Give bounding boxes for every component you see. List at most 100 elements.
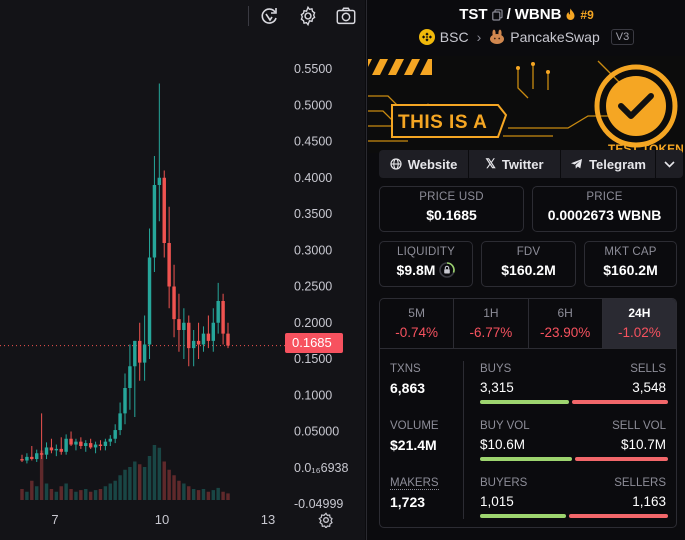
- volume-bar: [74, 491, 78, 500]
- sell-vol-ratio-bar: [575, 457, 668, 461]
- price-native-box: PRICE 0.0002673 WBNB: [532, 186, 677, 232]
- fdv-label: FDV: [516, 246, 541, 258]
- replay-icon[interactable]: [256, 4, 282, 28]
- price-chart-panel[interactable]: 0.5500 0.5000 0.4500 0.4000 0.3500 0.3000 0.25…: [0, 0, 365, 540]
- candle-body: [128, 366, 132, 388]
- volume-bar: [206, 491, 211, 500]
- candle-body: [93, 444, 98, 448]
- transactions-stats: TXNS 6,863 BUYS 3,315 SELLS 3,548 VOLUME…: [379, 348, 677, 528]
- y-axis-tick-label: 0.4000: [294, 171, 332, 185]
- price-native-value: 0.0002673 WBNB: [547, 207, 662, 223]
- copy-icon[interactable]: [491, 8, 503, 21]
- volume-bar: [191, 489, 196, 500]
- website-button[interactable]: Website: [379, 150, 469, 178]
- camera-icon[interactable]: [333, 4, 359, 28]
- buy-vol-ratio-bar: [480, 457, 572, 461]
- tab-24h[interactable]: 24H -1.02%: [602, 299, 676, 348]
- makers-value: 1,723: [390, 494, 426, 510]
- tab-change: -1.02%: [617, 325, 661, 340]
- buyers-ratio-bar: [480, 514, 566, 518]
- token-banner-image: THIS IS A TEST TOKEN: [368, 56, 685, 153]
- volume-bar: [93, 490, 98, 500]
- telegram-button[interactable]: Telegram: [561, 150, 656, 178]
- volume-bar: [152, 445, 157, 500]
- candle-body: [152, 185, 157, 258]
- candle-body: [74, 441, 78, 445]
- buyers-label: BUYERS: [480, 477, 528, 489]
- banner-subtext: TEST TOKEN: [608, 142, 684, 153]
- y-axis-tick-label: -0.04999: [294, 497, 343, 511]
- volume-bar: [187, 486, 191, 500]
- sells-ratio-bar: [572, 400, 668, 404]
- dex-name[interactable]: PancakeSwap: [510, 29, 600, 45]
- candle-body: [201, 333, 206, 345]
- txns-label: TXNS: [390, 363, 421, 375]
- pair-separator: /: [506, 6, 511, 23]
- candle-body: [196, 340, 201, 345]
- candle-body: [133, 340, 137, 367]
- sellers-label: SELLERS: [614, 477, 666, 489]
- txns-value: 6,863: [390, 380, 426, 396]
- liquidity-value-row: $9.8M: [380, 262, 472, 278]
- volume-bar: [113, 480, 117, 500]
- globe-icon: [390, 158, 402, 170]
- tab-6h[interactable]: 6H -23.90%: [529, 299, 603, 348]
- sell-vol-label: SELL VOL: [612, 420, 666, 432]
- price-usd-value: $0.1685: [426, 207, 477, 223]
- bsc-chain-icon: [418, 29, 435, 45]
- tab-1h[interactable]: 1H -6.77%: [454, 299, 529, 348]
- volume-bar: [39, 450, 44, 500]
- volume-bar: [54, 491, 59, 500]
- candle-body: [206, 333, 211, 341]
- twitter-button[interactable]: 𝕏 Twitter: [469, 150, 561, 178]
- tab-5m[interactable]: 5M -0.74%: [380, 299, 455, 348]
- current-price-tag: 0.1685: [285, 333, 343, 353]
- sellers-value: 1,163: [632, 494, 666, 509]
- chevron-right-icon: ›: [476, 29, 482, 45]
- volume-bar: [49, 489, 54, 500]
- x-axis-tick-label: 13: [261, 512, 275, 527]
- volume-bar: [226, 493, 230, 500]
- chart-toolbar: [0, 0, 365, 32]
- candle-body: [172, 286, 176, 320]
- x-axis-tick-label: 10: [155, 512, 169, 527]
- more-links-button[interactable]: [656, 150, 683, 178]
- candle-body: [177, 319, 181, 330]
- chain-name[interactable]: BSC: [439, 29, 469, 45]
- candle-body: [44, 447, 49, 455]
- gear-icon[interactable]: [295, 4, 321, 28]
- buys-ratio-bar: [480, 400, 569, 404]
- candle-body: [88, 443, 93, 448]
- candlestick-chart[interactable]: 0.5500 0.5000 0.4500 0.4000 0.3500 0.3000 0.25…: [0, 0, 365, 540]
- x-axis-tick-label: 7: [51, 512, 58, 527]
- volume-bar: [25, 491, 29, 500]
- tab-label: 6H: [557, 306, 573, 320]
- makers-label[interactable]: MAKERS: [390, 477, 439, 490]
- volume-bar: [88, 491, 93, 500]
- candle-body: [142, 344, 147, 363]
- chart-settings-icon[interactable]: [316, 510, 336, 530]
- fdv-value: $160.2M: [501, 262, 556, 278]
- volume-bar: [108, 483, 113, 500]
- candle-body: [137, 340, 142, 363]
- buy-vol-value: $10.6M: [480, 437, 526, 452]
- volume-bar: [128, 467, 132, 500]
- y-axis-tick-label: 0.2500: [294, 280, 332, 294]
- volume-bar: [211, 490, 216, 500]
- price-native-label: PRICE: [586, 191, 623, 203]
- lock-icon[interactable]: [439, 262, 456, 278]
- mkt-cap-box: MKT CAP $160.2M: [584, 241, 677, 287]
- sells-label: SELLS: [630, 363, 666, 375]
- y-axis-tick-label: 0.1000: [294, 388, 332, 402]
- volume-bar: [79, 490, 83, 500]
- volume-bar: [196, 490, 201, 500]
- candle-body: [84, 443, 88, 446]
- candle-body: [182, 322, 186, 330]
- y-axis-tick-label: 0.1500: [294, 352, 332, 366]
- candle-body: [147, 257, 152, 345]
- candle-body: [113, 430, 117, 439]
- social-links: Website 𝕏 Twitter Telegram: [379, 150, 683, 178]
- y-axis-tick-label: 0.5500: [294, 62, 332, 76]
- candle-body: [191, 340, 196, 349]
- volume-bar: [182, 483, 186, 500]
